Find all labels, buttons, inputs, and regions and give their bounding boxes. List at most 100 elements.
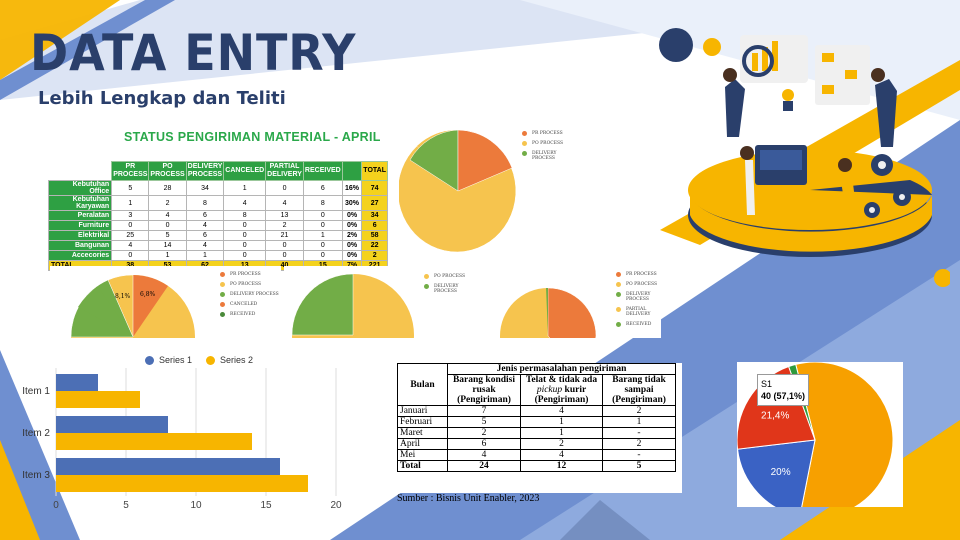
pie-slice (737, 439, 816, 507)
table-cell: 1 (223, 180, 267, 196)
column-header: PO PROCESS (148, 161, 187, 181)
column-header: CANCELED (223, 161, 267, 181)
table-cell: 2% (341, 230, 363, 241)
legend-item: PR PROCESS (220, 272, 279, 277)
pie1-slice-green (409, 130, 459, 192)
table-cell: 0 (265, 240, 304, 251)
shipping-table-panel: Bulan Jenis permasalahan pengiriman Bara… (397, 363, 682, 493)
table-cell: 24 (447, 460, 521, 472)
table-cell: 4 (447, 449, 521, 461)
table-cell: 34 (185, 180, 225, 196)
table-row: Furniture 0 0 4 0 2 0 0% 6 (47, 220, 388, 231)
table-cell: 5 (111, 180, 150, 196)
column-header: RECEIVED (302, 161, 343, 181)
magnifier-icon (742, 45, 774, 77)
pie2-label-a: 8,1% (115, 293, 131, 300)
table-cell: Maret (397, 427, 448, 439)
yellow-circle-icon (703, 38, 721, 56)
row-label: Kebutuhan Karyawan (47, 195, 113, 211)
column-header: Barang kondisi rusak (Pengiriman) (447, 374, 521, 406)
pie3-legend: PO PROCESS DELIVERY PROCESS (424, 274, 465, 299)
legend-item: DELIVERY PROCESS (424, 284, 465, 294)
table-cell: 0% (341, 220, 363, 231)
legend-item: PO PROCESS (220, 282, 279, 287)
table-cell: 2 (602, 405, 676, 417)
pie-chart-1 (399, 130, 517, 252)
plant-icon (782, 89, 794, 101)
table-row: Mei 4 4- (397, 449, 676, 461)
page-title: DATA ENTRY (30, 24, 357, 82)
table-cell: 6 (185, 210, 225, 221)
navy-circle-icon (659, 28, 693, 62)
legend-item: PO PROCESS (424, 274, 465, 279)
table-cell: 0 (148, 220, 187, 231)
table-cell: 0 (111, 250, 150, 261)
table-cell: 0% (341, 240, 363, 251)
table-cell: Januari (397, 405, 448, 417)
row-label: Accecories (47, 250, 113, 261)
table-cell: 22 (361, 240, 388, 251)
table-row: Peralatan 3 4 6 8 13 0 0% 34 (47, 210, 388, 221)
person-3-icon (745, 160, 755, 215)
column-header: Telat & tidak ada pickup kurir (Pengiriman… (520, 374, 603, 406)
legend-item: RECEIVED (616, 322, 657, 327)
table-cell: 4 (265, 195, 304, 211)
legend-item: PR PROCESS (522, 131, 563, 136)
table-cell: 4 (185, 240, 225, 251)
analytics-illustration (659, 28, 950, 287)
table-cell: 0 (302, 250, 343, 261)
pie-panel-1: PR PROCESS PO PROCESS DELIVERY PROCESS (394, 123, 571, 258)
column-header-total: TOTAL (361, 161, 388, 181)
legend-item: PO PROCESS (616, 282, 657, 287)
table-cell: 0% (341, 210, 363, 221)
table-cell: 6 (361, 220, 388, 231)
table-cell: 4 (520, 449, 603, 461)
pie2-label-b: 6,8% (140, 291, 156, 298)
table-cell: 1 (148, 250, 187, 261)
table-cell: 2 (265, 220, 304, 231)
category-label: Item 2 (22, 428, 50, 439)
table-cell: Total (397, 460, 448, 472)
table-row: Accecories 0 1 1 0 0 0 0% 2 (47, 250, 388, 261)
table-cell: 12 (520, 460, 603, 472)
row-label: Kebutuhan Office (47, 180, 113, 196)
bar-series-2-item-2 (56, 433, 252, 450)
pie1-legend: PR PROCESS PO PROCESS DELIVERY PROCESS (522, 131, 563, 166)
table-cell: 2 (447, 427, 521, 439)
legend-item: PO PROCESS (522, 141, 563, 146)
table-cell: - (602, 449, 676, 461)
status-table-panel: STATUS PENGIRIMAN MATERIAL - APRIL PR PR… (46, 120, 388, 271)
table-cell: 8 (185, 195, 225, 211)
bar-series-1-item-3 (56, 458, 280, 475)
table-cell: Mei (397, 449, 448, 461)
table-row: Bangunan 4 14 4 0 0 0 0% 22 (47, 240, 388, 251)
table-cell: 6 (302, 180, 343, 196)
row-label: Elektrikal (47, 230, 113, 241)
bar-series-2-item-1 (56, 391, 140, 408)
pie-panel-right: 20% 21,4% S1 40 (57,1%) (737, 362, 903, 507)
column-header: Barang tidak sampai (Pengiriman) (602, 374, 676, 406)
table-cell: 0 (302, 240, 343, 251)
pie-panel-3: PO PROCESS DELIVERY PROCESS (284, 266, 484, 338)
bar-chart-legend: Series 1 Series 2 (145, 355, 253, 365)
page-subtitle: Lebih Lengkap dan Teliti (38, 88, 286, 109)
table-cell: 0% (341, 250, 363, 261)
table-cell: 1 (602, 416, 676, 428)
table-cell: 0 (265, 250, 304, 261)
table-cell: 1 (520, 427, 603, 439)
x-tick-label: 0 (53, 500, 59, 511)
pie-panel-2: 8,1% 6,8% PR PROCESS PO PROCESS DELIVERY… (50, 266, 281, 338)
table-row: Total 24 12 5 (397, 460, 676, 472)
table-cell: 5 (602, 460, 676, 472)
table-cell: 21 (265, 230, 304, 241)
row-label: Bangunan (47, 240, 113, 251)
table-row: Elektrikal 25 5 6 0 21 1 2% 58 (47, 230, 388, 241)
category-label: Item 1 (22, 386, 50, 397)
legend-item: DELIVERY PROCESS (522, 151, 563, 161)
table-cell: 1 (111, 195, 150, 211)
table-cell: 8 (302, 195, 343, 211)
person-4-icon (840, 175, 858, 225)
column-header-bulan: Bulan (397, 363, 448, 406)
table-cell: 4 (223, 195, 267, 211)
legend-item: DELIVERY PROCESS (616, 292, 657, 302)
